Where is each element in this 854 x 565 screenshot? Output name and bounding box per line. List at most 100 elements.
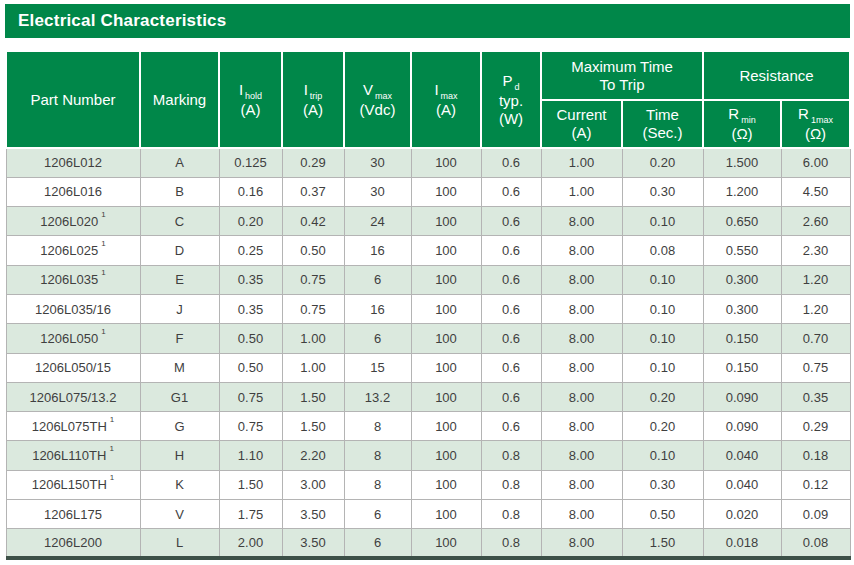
cell-trip-time: 0.50 [622, 500, 703, 529]
cell-pd: 0.6 [481, 294, 541, 323]
cell-marking: M [140, 353, 219, 382]
cell-part-number: 1206L012 [6, 148, 140, 177]
cell-ihold: 1.75 [219, 500, 282, 529]
cell-trip-current: 8.00 [541, 294, 622, 323]
footnote-marker: 1 [101, 239, 105, 248]
cell-pd: 0.6 [481, 177, 541, 206]
cell-rmin: 1.500 [703, 148, 781, 177]
cell-imax: 100 [411, 236, 481, 265]
table-header: Part Number Marking Ihold (A) Itrip (A) … [6, 51, 850, 148]
cell-itrip: 0.50 [282, 236, 344, 265]
cell-imax: 100 [411, 412, 481, 441]
ihold-symbol: I [239, 81, 243, 98]
cell-rmin: 0.300 [703, 294, 781, 323]
cell-itrip: 0.75 [282, 294, 344, 323]
cell-marking: K [140, 470, 219, 499]
trip-current-unit: (A) [572, 124, 592, 141]
vmax-symbol: V [363, 81, 373, 98]
cell-part-number: 1206L035/16 [6, 294, 140, 323]
part-number-text: 1206L012 [44, 155, 102, 170]
part-number-text: 1206L016 [44, 184, 102, 199]
cell-rmin: 0.090 [703, 382, 781, 411]
cell-vmax: 6 [344, 529, 411, 558]
col-header-vmax: Vmax (Vdc) [344, 51, 411, 148]
cell-trip-time: 0.10 [622, 353, 703, 382]
cell-pd: 0.8 [481, 529, 541, 558]
cell-marking: B [140, 177, 219, 206]
cell-r1max: 0.18 [781, 441, 850, 470]
footnote-marker: 1 [101, 327, 105, 336]
cell-itrip: 0.29 [282, 148, 344, 177]
cell-trip-current: 8.00 [541, 265, 622, 294]
cell-marking: C [140, 207, 219, 236]
cell-ihold: 1.50 [219, 470, 282, 499]
part-number-text: 1206L050/15 [35, 360, 111, 375]
pd-unit: (W) [499, 110, 523, 127]
cell-vmax: 30 [344, 177, 411, 206]
rmin-subscript: min [741, 115, 756, 125]
table-row: 1206L150TH1K1.503.0081000.88.000.300.040… [6, 470, 850, 499]
cell-part-number: 1206L0251 [6, 236, 140, 265]
cell-pd: 0.8 [481, 500, 541, 529]
cell-ihold: 0.75 [219, 382, 282, 411]
cell-itrip: 1.50 [282, 412, 344, 441]
cell-part-number: 1206L150TH1 [6, 470, 140, 499]
cell-pd: 0.6 [481, 265, 541, 294]
col-header-imax: Imax (A) [411, 51, 481, 148]
cell-r1max: 0.75 [781, 353, 850, 382]
cell-trip-current: 1.00 [541, 177, 622, 206]
cell-r1max: 0.12 [781, 470, 850, 499]
cell-vmax: 24 [344, 207, 411, 236]
col-header-trip-current: Current (A) [541, 100, 622, 148]
cell-pd: 0.6 [481, 324, 541, 353]
col-header-pd: Pd typ. (W) [481, 51, 541, 148]
cell-trip-time: 0.10 [622, 265, 703, 294]
cell-part-number: 1206L0201 [6, 207, 140, 236]
group-header-resistance: Resistance [703, 51, 850, 100]
cell-imax: 100 [411, 177, 481, 206]
trip-current-label: Current [556, 106, 606, 123]
cell-part-number: 1206L075/13.2 [6, 382, 140, 411]
itrip-subscript: trip [310, 91, 323, 101]
footnote-marker: 1 [109, 444, 113, 453]
cell-ihold: 0.50 [219, 353, 282, 382]
cell-rmin: 0.550 [703, 236, 781, 265]
cell-r1max: 0.29 [781, 412, 850, 441]
imax-subscript: max [441, 91, 458, 101]
part-number-text: 1206L050 [40, 331, 98, 346]
table-row: 1206L0351E0.350.7561000.68.000.100.3001.… [6, 265, 850, 294]
cell-vmax: 16 [344, 236, 411, 265]
footnote-marker: 1 [101, 210, 105, 219]
cell-r1max: 4.50 [781, 177, 850, 206]
cell-r1max: 0.08 [781, 529, 850, 558]
ihold-unit: (A) [241, 101, 261, 118]
cell-trip-current: 8.00 [541, 236, 622, 265]
cell-vmax: 16 [344, 294, 411, 323]
cell-pd: 0.6 [481, 148, 541, 177]
table-row: 1206L200L2.003.5061000.88.001.500.0180.0… [6, 529, 850, 558]
cell-ihold: 0.20 [219, 207, 282, 236]
cell-part-number: 1206L200 [6, 529, 140, 558]
r1max-subscript: 1max [811, 115, 833, 125]
cell-pd: 0.6 [481, 207, 541, 236]
cell-r1max: 0.70 [781, 324, 850, 353]
ihold-subscript: hold [245, 91, 262, 101]
cell-marking: V [140, 500, 219, 529]
r1max-symbol: R [798, 105, 809, 122]
table-row: 1206L0201C0.200.42241000.68.000.100.6502… [6, 207, 850, 236]
cell-itrip: 1.00 [282, 353, 344, 382]
table-row: 1206L075TH1G0.751.5081000.68.000.200.090… [6, 412, 850, 441]
cell-imax: 100 [411, 294, 481, 323]
cell-marking: L [140, 529, 219, 558]
cell-trip-time: 0.08 [622, 236, 703, 265]
cell-rmin: 0.040 [703, 470, 781, 499]
cell-itrip: 1.50 [282, 382, 344, 411]
table-row: 1206L035/16J0.350.75161000.68.000.100.30… [6, 294, 850, 323]
imax-unit: (A) [436, 101, 456, 118]
cell-marking: A [140, 148, 219, 177]
cell-trip-current: 8.00 [541, 441, 622, 470]
cell-r1max: 0.35 [781, 382, 850, 411]
trip-group-line2: To Trip [599, 76, 644, 93]
cell-rmin: 0.150 [703, 353, 781, 382]
cell-itrip: 3.00 [282, 470, 344, 499]
